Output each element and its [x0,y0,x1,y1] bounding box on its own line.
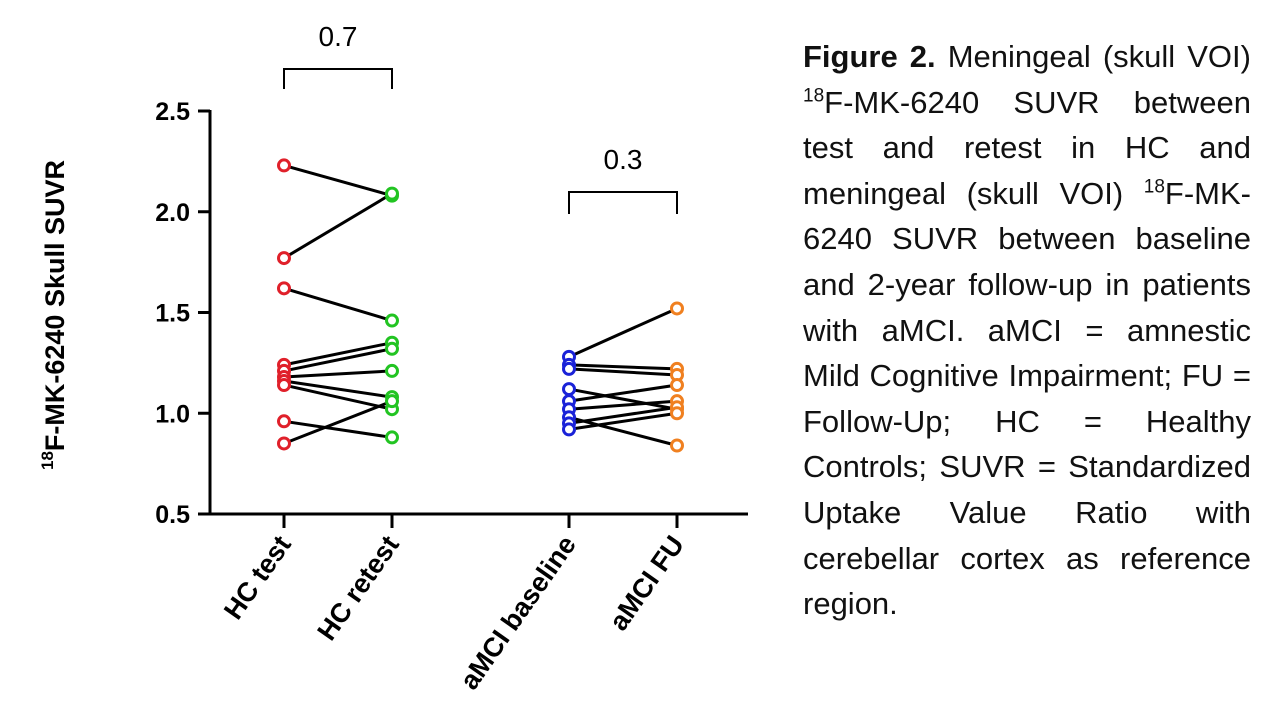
y-tick-label: 1.0 [155,400,190,428]
paired-scatter-chart: 18F-MK-6240 Skull SUVR 0.5 1.0 1.5 2.0 2.5 0… [38,21,748,695]
comparison-bracket [568,191,678,214]
pair-line [568,307,678,359]
pair-line [283,419,393,439]
data-point [670,301,684,316]
y-tick-label: 2.0 [155,199,190,227]
x-tick-label: HC retest [311,530,404,646]
caption-label: Figure 2. [803,39,936,74]
x-tick-label: aMCI baseline [454,530,582,695]
y-axis-title: 18F-MK-6240 Skull SUVR [38,160,70,470]
data-point [277,158,291,173]
caption-sup2: 18 [1143,176,1165,198]
caption-sup1: 18 [803,85,825,107]
data-point [562,361,576,376]
caption-part3: F-MK-6240 SUVR between baseline and 2-ye… [803,175,1251,622]
data-point [277,378,291,393]
y-tick-label: 1.5 [155,300,190,328]
pair-line [283,347,393,373]
data-point [277,281,291,296]
data-point [385,394,399,409]
pair-line [283,383,393,411]
comparison-pvalue: 0.7 [319,21,358,52]
comparison-pvalue: 0.3 [604,144,643,175]
pair-line [283,399,393,445]
pair-line [283,286,393,322]
data-point [385,313,399,328]
data-point [562,422,576,437]
pair-line [568,367,678,377]
figure-caption: Figure 2. Meningeal (skull VOI) 18F-MK-6… [803,34,1251,627]
x-tick-label: aMCI FU [603,530,690,636]
pair-line [283,341,393,367]
pair-line [283,369,393,379]
pair-line [283,163,393,198]
data-point [562,382,576,397]
data-points [277,158,684,453]
axes: 0.5 1.0 1.5 2.0 2.5 [155,98,748,529]
x-tick-labels: HC test HC retest aMCI baseline aMCI FU [218,530,690,695]
pair-line [568,387,678,411]
caption-part1: Meningeal (skull VOI) [935,39,1251,74]
data-point [670,438,684,453]
y-tick-label: 0.5 [155,501,190,529]
pair-line [568,411,678,431]
data-point [385,363,399,378]
data-point [385,430,399,445]
pair-line [568,399,678,411]
data-point [385,186,399,201]
y-axis-title-sup: 18 [38,451,57,470]
data-point [670,378,684,393]
x-tick-label: HC test [218,530,297,625]
data-point [385,341,399,356]
y-tick-label: 2.5 [155,98,190,126]
caption-part2: F-MK-6240 SUVR between test and retest i… [803,84,1251,211]
y-axis-title-main: F-MK-6240 Skull SUVR [40,160,70,451]
pair-line [568,383,678,403]
svg-text:18F-MK-6240 Skull SUVR: 18F-MK-6240 Skull SUVR [38,160,70,470]
data-point [670,406,684,421]
data-point [277,414,291,429]
data-point [277,436,291,451]
pair-line [568,405,678,425]
comparison-bracket [283,68,393,89]
data-point [277,251,291,266]
pair-lines [283,163,678,447]
pair-line [283,192,393,260]
pair-line [283,379,393,399]
comparison-brackets: 0.7 0.3 [283,21,678,214]
pair-line [568,363,678,371]
